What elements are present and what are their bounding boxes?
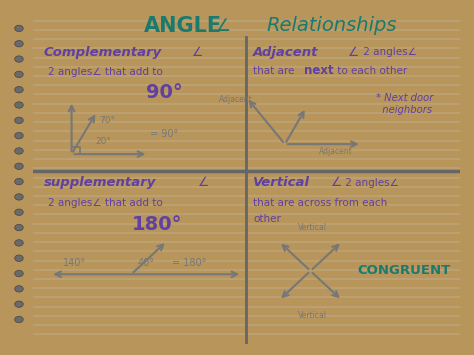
Text: = 180°: = 180° bbox=[172, 258, 206, 268]
Text: 20°: 20° bbox=[95, 137, 111, 146]
Text: Vertical: Vertical bbox=[298, 311, 327, 321]
Text: ANGLE: ANGLE bbox=[144, 16, 221, 36]
Text: 180°: 180° bbox=[132, 215, 182, 234]
Text: Complementary: Complementary bbox=[44, 46, 162, 59]
Text: Vertical: Vertical bbox=[298, 223, 327, 232]
Text: ∠: ∠ bbox=[198, 176, 210, 189]
Text: 2 angles∠ that add to: 2 angles∠ that add to bbox=[48, 67, 163, 77]
Text: that are: that are bbox=[253, 66, 298, 76]
Text: other: other bbox=[253, 214, 281, 224]
Text: 2 angles∠ that add to: 2 angles∠ that add to bbox=[48, 197, 163, 208]
Text: supplementary: supplementary bbox=[44, 176, 156, 189]
Text: 70°: 70° bbox=[99, 116, 115, 125]
Text: to each other: to each other bbox=[334, 66, 407, 76]
Text: Adjacent: Adjacent bbox=[319, 147, 353, 156]
Text: next: next bbox=[304, 64, 334, 77]
Text: ∠: ∠ bbox=[330, 176, 342, 189]
Text: CONGRUENT: CONGRUENT bbox=[358, 264, 451, 278]
Text: 2 angles∠: 2 angles∠ bbox=[359, 47, 416, 58]
Text: 40°: 40° bbox=[137, 258, 155, 268]
Text: 90°: 90° bbox=[146, 83, 182, 102]
Text: ∠: ∠ bbox=[216, 17, 230, 35]
Text: Vertical: Vertical bbox=[253, 176, 310, 189]
Text: 2 angles∠: 2 angles∠ bbox=[342, 178, 399, 187]
Text: 140°: 140° bbox=[63, 258, 86, 268]
Text: Adjacent: Adjacent bbox=[253, 46, 319, 59]
Text: Relationships: Relationships bbox=[266, 16, 397, 35]
Text: ∠: ∠ bbox=[347, 46, 359, 59]
Text: = 90°: = 90° bbox=[151, 129, 179, 139]
Text: Adjacent: Adjacent bbox=[219, 94, 253, 104]
Text: that are across from each: that are across from each bbox=[253, 197, 387, 208]
Text: * Next door
  neighbors: * Next door neighbors bbox=[375, 93, 433, 115]
Text: ∠: ∠ bbox=[192, 46, 203, 59]
